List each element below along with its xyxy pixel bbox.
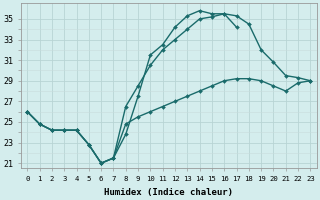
X-axis label: Humidex (Indice chaleur): Humidex (Indice chaleur)	[104, 188, 233, 197]
